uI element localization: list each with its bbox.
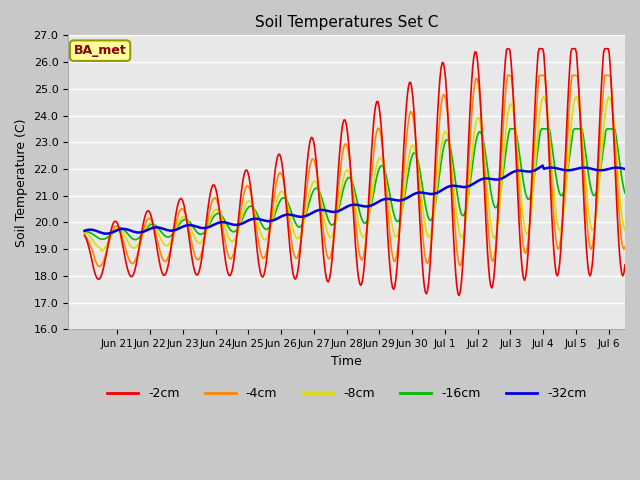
-8cm (573, 94, 580, 100)
-16cm (479, 136, 486, 142)
-32cm (81, 228, 88, 234)
-32cm (250, 216, 258, 222)
-4cm (504, 72, 511, 78)
-32cm (539, 163, 547, 168)
-8cm (250, 205, 258, 211)
Line: -32cm: -32cm (84, 166, 625, 234)
Legend: -2cm, -4cm, -8cm, -16cm, -32cm: -2cm, -4cm, -8cm, -16cm, -32cm (102, 383, 591, 406)
-4cm (621, 244, 629, 250)
-16cm (310, 188, 317, 193)
-2cm (81, 232, 88, 238)
-2cm (455, 293, 463, 299)
Text: BA_met: BA_met (74, 44, 127, 57)
-2cm (574, 66, 582, 72)
Line: -16cm: -16cm (84, 129, 625, 240)
-8cm (605, 94, 613, 100)
-8cm (479, 137, 486, 143)
-8cm (98, 248, 106, 253)
-2cm (383, 219, 391, 225)
-4cm (310, 156, 317, 162)
-32cm (574, 166, 582, 171)
-4cm (479, 136, 486, 142)
-16cm (131, 237, 139, 242)
-16cm (506, 126, 514, 132)
-2cm (409, 95, 417, 100)
-4cm (384, 212, 392, 217)
-16cm (384, 182, 392, 188)
-8cm (410, 144, 418, 149)
-2cm (308, 135, 316, 141)
-8cm (621, 228, 629, 233)
Line: -8cm: -8cm (84, 97, 625, 251)
-32cm (102, 231, 110, 237)
-4cm (250, 207, 258, 213)
-16cm (250, 205, 258, 211)
Line: -2cm: -2cm (84, 48, 625, 296)
-4cm (95, 264, 103, 269)
-32cm (479, 176, 486, 182)
-2cm (249, 202, 257, 208)
-32cm (310, 209, 317, 215)
X-axis label: Time: Time (332, 355, 362, 368)
-8cm (384, 194, 392, 200)
-4cm (81, 233, 88, 239)
-16cm (410, 150, 418, 156)
-8cm (81, 230, 88, 236)
-2cm (504, 46, 511, 51)
-4cm (410, 120, 418, 126)
-16cm (621, 190, 629, 196)
-32cm (384, 196, 392, 202)
-32cm (410, 191, 418, 197)
-2cm (479, 150, 486, 156)
-2cm (621, 262, 629, 268)
Line: -4cm: -4cm (84, 75, 625, 266)
Y-axis label: Soil Temperature (C): Soil Temperature (C) (15, 118, 28, 247)
-32cm (621, 166, 629, 172)
Title: Soil Temperatures Set C: Soil Temperatures Set C (255, 15, 438, 30)
-16cm (574, 126, 582, 132)
-4cm (574, 73, 582, 79)
-16cm (81, 229, 88, 235)
-8cm (310, 179, 317, 184)
